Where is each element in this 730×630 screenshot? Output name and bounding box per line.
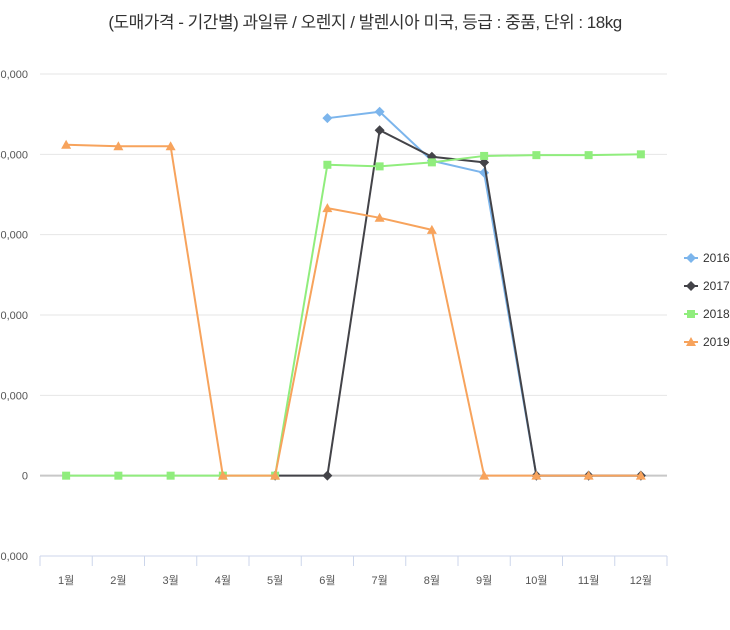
y-tick-label: 10,000 (0, 390, 28, 402)
data-point (532, 151, 541, 160)
y-tick-label: 40,000 (0, 149, 28, 161)
legend-marker (686, 337, 696, 346)
legend-label: 2019 (703, 335, 730, 349)
data-point (583, 470, 594, 480)
legend-item-2016[interactable]: 2016 (684, 251, 730, 265)
data-point (374, 125, 385, 136)
legend-label: 2016 (703, 251, 730, 265)
x-tick-label: 11월 (578, 574, 600, 587)
data-point (323, 160, 332, 169)
legend-marker (687, 310, 695, 318)
data-point (426, 224, 437, 234)
axis-layer: -10,000 0 10,000 20,000 30,000 40,000 50,000 1월… (0, 69, 668, 587)
x-tick-label: 4월 (215, 574, 231, 587)
x-tick-label: 9월 (476, 574, 492, 587)
data-point (322, 470, 333, 481)
legend-layer: 2016 2017 2018 2019 (684, 251, 730, 349)
data-point (636, 150, 645, 159)
series-2017 (270, 125, 646, 481)
data-point (270, 470, 281, 480)
data-point (635, 470, 646, 480)
data-point (166, 471, 175, 480)
x-tick-label: 2월 (110, 574, 126, 587)
x-tick-label: 5월 (267, 574, 283, 587)
x-tick-label: 3월 (163, 574, 179, 587)
data-point (427, 158, 436, 167)
series-2019 (61, 139, 646, 480)
data-point (322, 203, 333, 213)
data-point (62, 471, 71, 480)
legend-item-2019[interactable]: 2019 (684, 335, 730, 349)
legend-label: 2018 (703, 307, 730, 321)
data-point (479, 167, 490, 178)
data-point (61, 139, 72, 149)
chart-title: (도매가격 - 기간별) 과일류 / 오렌지 / 발렌시아 미국, 등급 : 중… (108, 13, 622, 32)
series-line (275, 129, 641, 477)
data-point (531, 470, 542, 480)
x-tick-label: 7월 (372, 574, 388, 587)
x-tick-label: 1월 (58, 574, 74, 587)
x-tick-label: 10월 (525, 574, 547, 587)
x-tick-label: 8월 (424, 574, 440, 587)
legend-label: 2017 (703, 279, 730, 293)
legend-item-2018[interactable]: 2018 (684, 307, 730, 321)
legend-marker (686, 253, 696, 263)
data-point (480, 151, 489, 160)
x-tick-label: 12월 (630, 574, 652, 587)
y-tick-label: -10,000 (0, 551, 28, 563)
x-tick-label: 6월 (319, 574, 335, 587)
y-tick-label: 20,000 (0, 310, 28, 322)
y-tick-label: 30,000 (0, 230, 28, 242)
series-line (66, 143, 641, 477)
data-point (375, 162, 384, 171)
data-point (374, 212, 385, 222)
data-point (165, 141, 176, 151)
y-tick-label: 50,000 (0, 69, 28, 81)
data-point (479, 470, 490, 480)
legend-item-2017[interactable]: 2017 (684, 279, 730, 293)
data-point (374, 106, 385, 117)
y-tick-label: 0 (22, 471, 28, 483)
series-line (66, 153, 641, 477)
data-point (584, 151, 593, 160)
data-point (113, 141, 124, 151)
legend-marker (686, 281, 696, 291)
series-layer (61, 106, 646, 481)
data-point (322, 113, 333, 124)
data-point (114, 471, 123, 480)
data-point (217, 470, 228, 480)
